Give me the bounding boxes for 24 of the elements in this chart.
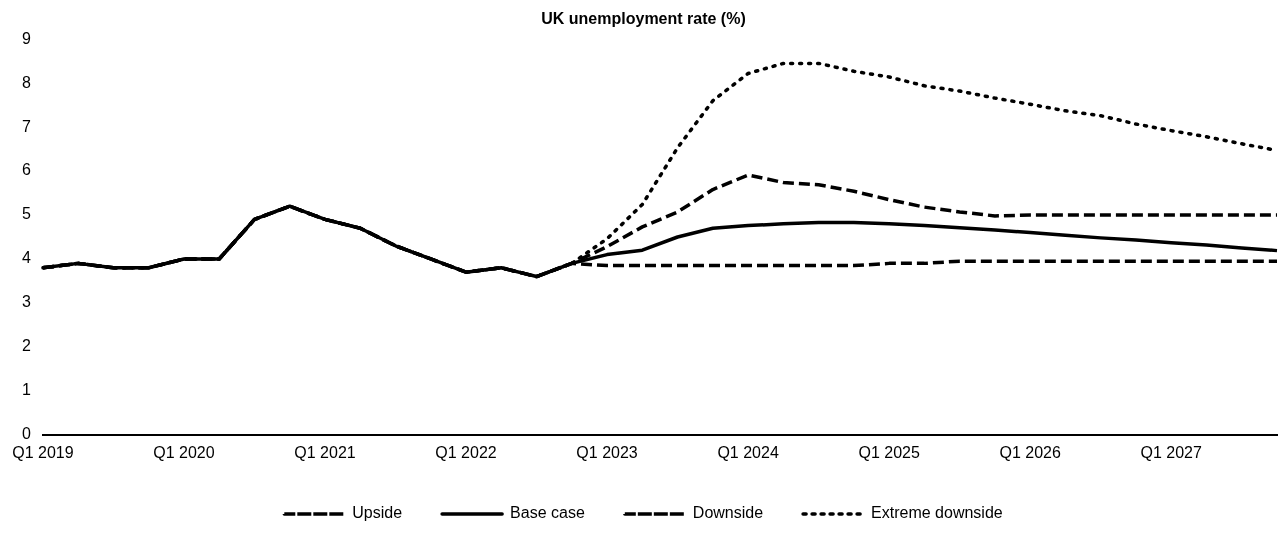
x-tick-label: Q1 2023: [576, 443, 638, 461]
legend-label: Base case: [510, 504, 585, 522]
x-tick-label: Q1 2024: [717, 443, 779, 461]
y-tick-label: 7: [21, 117, 31, 135]
y-tick-label: 2: [21, 337, 31, 355]
x-tick-label: Q1 2021: [294, 443, 356, 461]
x-tick-label: Q1 2022: [435, 443, 497, 461]
x-tick-label: Q1 2019: [12, 443, 74, 461]
y-tick-label: 9: [21, 29, 31, 47]
legend-label: Upside: [352, 504, 403, 522]
legend-label: Downside: [692, 504, 764, 522]
y-tick-label: 6: [21, 161, 31, 179]
y-tick-label: 4: [21, 249, 31, 267]
x-tick-label: Q1 2027: [1140, 443, 1203, 461]
x-tick-label: Q1 2025: [858, 443, 920, 461]
x-tick-label: Q1 2020: [153, 443, 215, 461]
y-tick-label: 3: [21, 293, 31, 311]
x-tick-label: Q1 2026: [999, 443, 1061, 461]
y-tick-label: 8: [21, 73, 31, 91]
y-tick-label: 0: [21, 425, 31, 443]
legend-label: Extreme downside: [871, 504, 1003, 522]
y-tick-label: 5: [21, 205, 31, 223]
y-tick-label: 1: [21, 381, 31, 399]
chart-title: UK unemployment rate (%): [541, 10, 746, 28]
